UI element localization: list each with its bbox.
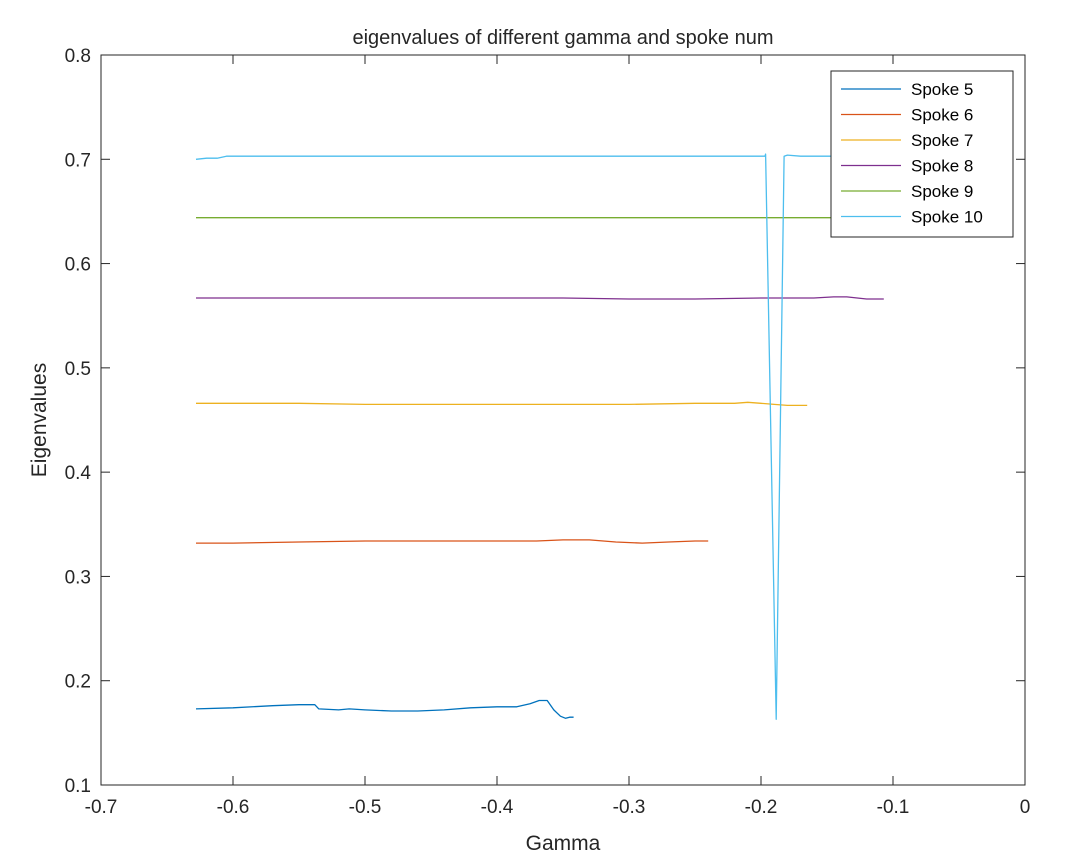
legend-box — [830, 70, 1014, 238]
y-tick-label: 0.8 — [65, 46, 91, 67]
legend: Spoke 5 Spoke 6 Spoke 7 Spoke 8 Spoke 9 Spoke… — [830, 70, 1014, 238]
x-tick-label: -0.4 — [481, 797, 514, 818]
legend-label: Spoke 9 — [911, 182, 973, 201]
series-line-spoke-5 — [195, 699, 574, 719]
x-tick-label: -0.7 — [85, 797, 118, 818]
legend-label: Spoke 10 — [911, 208, 983, 227]
legend-label: Spoke 7 — [911, 131, 973, 150]
y-tick-label: 0.3 — [65, 567, 91, 588]
y-tick-label: 0.1 — [65, 776, 91, 797]
x-tick-label: 0 — [1020, 797, 1031, 818]
x-tick-label: -0.5 — [349, 797, 382, 818]
series-line-spoke-6 — [196, 539, 709, 544]
y-tick-label: 0.2 — [65, 672, 91, 693]
y-axis-title: Eigenvalues — [28, 363, 51, 477]
legend-label: Spoke 5 — [911, 80, 973, 99]
x-tick-label: -0.1 — [877, 797, 910, 818]
plot-lines-group — [195, 153, 884, 720]
y-tick-label: 0.5 — [65, 359, 91, 380]
y-tick-label: 0.6 — [65, 255, 91, 276]
y-tick-label: 0.4 — [65, 463, 92, 484]
y-tick-label: 0.7 — [65, 150, 91, 171]
legend-label: Spoke 8 — [911, 157, 973, 176]
x-axis-title: Gamma — [526, 832, 601, 855]
series-line-spoke-10 — [195, 153, 854, 720]
x-tick-label: -0.6 — [217, 797, 250, 818]
x-tick-label: -0.2 — [745, 797, 778, 818]
legend-label: Spoke 6 — [911, 106, 973, 125]
axis-ticks-group: -0.7 -0.6 -0.5 -0.4 -0.3 -0.2 -0.1 0 0.1 0.2 0.3 0.… — [65, 46, 1031, 818]
series-line-spoke-8 — [196, 296, 884, 300]
axes-box — [100, 54, 1026, 786]
x-tick-label: -0.3 — [613, 797, 646, 818]
chart-title: eigenvalues of different gamma and spoke… — [352, 27, 773, 49]
